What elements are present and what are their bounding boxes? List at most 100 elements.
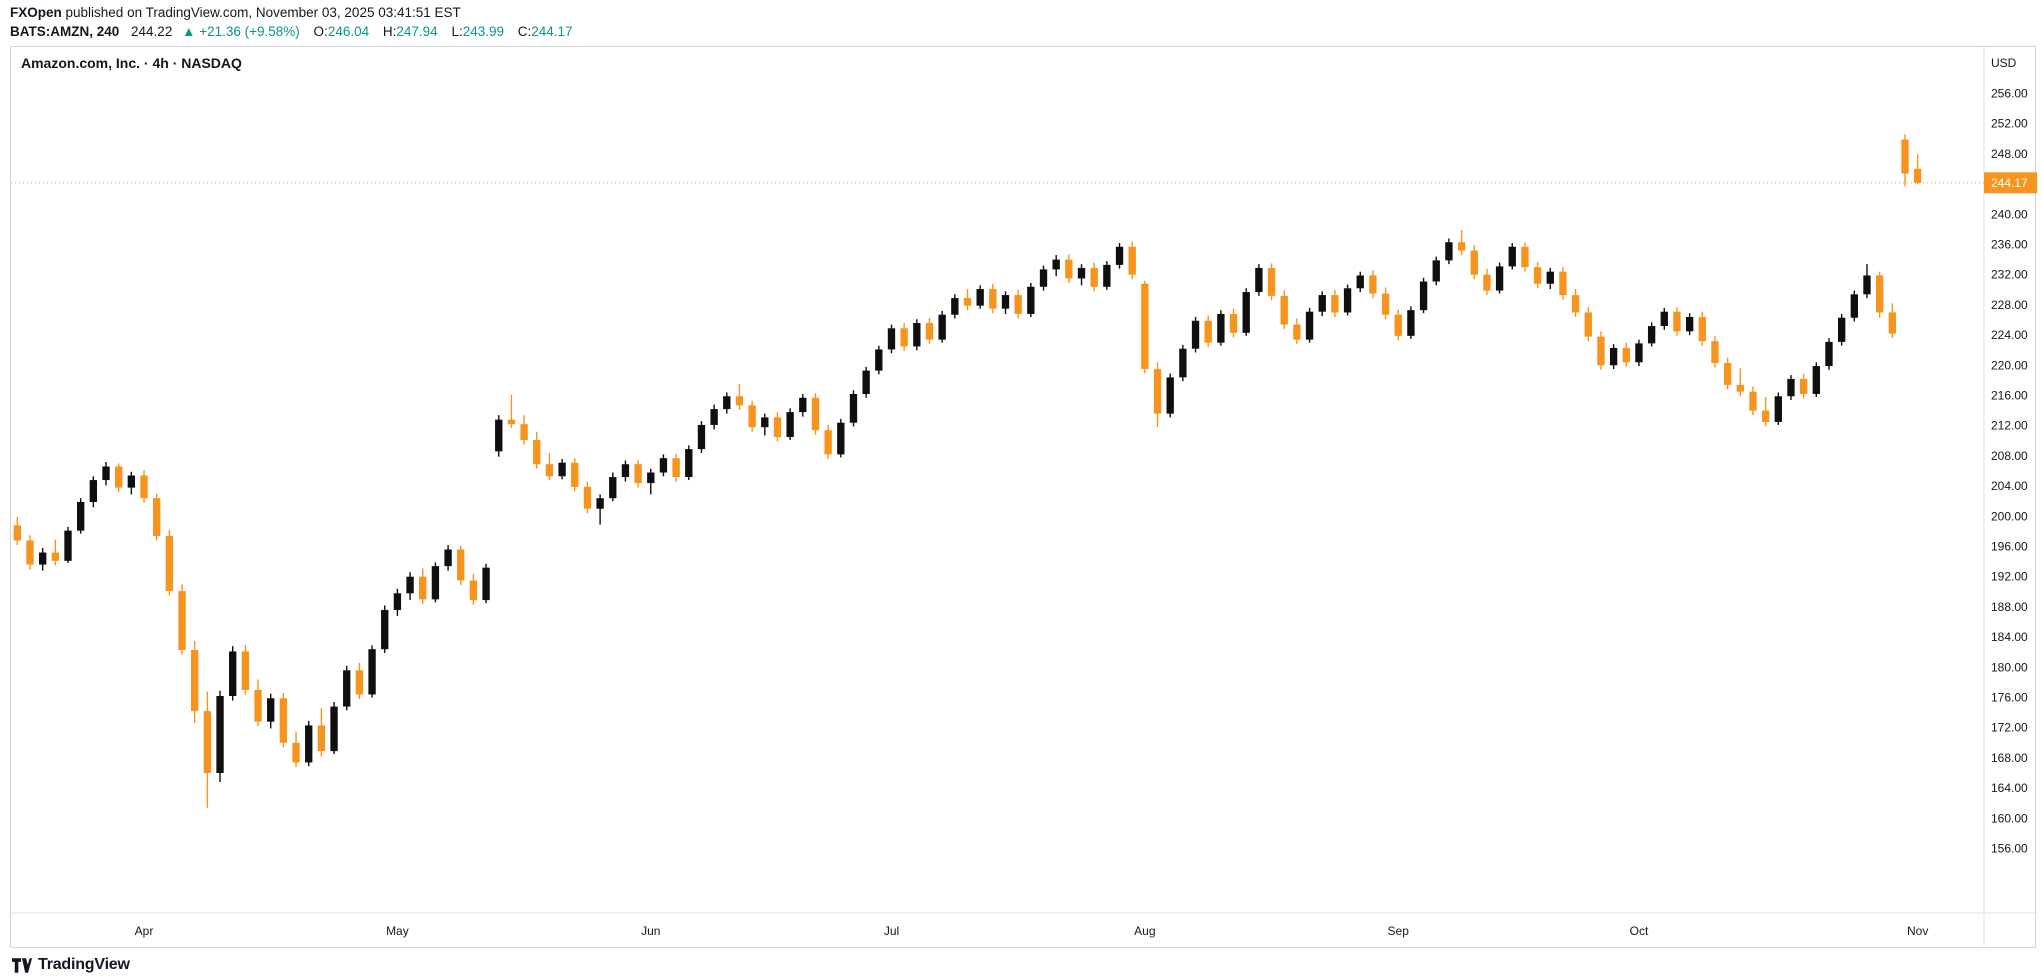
- candle-body: [1521, 246, 1529, 268]
- candle-body: [1280, 295, 1288, 325]
- candle-body: [1369, 275, 1377, 294]
- candle-body: [1533, 267, 1542, 284]
- tradingview-logo-icon: [12, 957, 32, 973]
- candle-body: [723, 396, 731, 410]
- candle-body: [343, 670, 351, 707]
- candle-body: [773, 417, 782, 438]
- candle-body: [267, 698, 275, 722]
- candle-body: [533, 440, 541, 465]
- candle-body: [1077, 267, 1086, 279]
- candle-body: [1622, 347, 1630, 363]
- candle-body: [1761, 410, 1770, 422]
- currency-label: USD: [1991, 56, 2017, 70]
- ohlc-open: O:246.04: [314, 24, 370, 39]
- price-label: 208.00: [1991, 449, 2028, 463]
- price-label: 184.00: [1991, 630, 2028, 644]
- candle-body: [1027, 286, 1035, 314]
- candle-body: [1609, 347, 1618, 366]
- candle-body: [1356, 275, 1364, 289]
- candle-body: [1711, 341, 1719, 364]
- ohlc-high: H:247.94: [383, 24, 438, 39]
- candle-body: [115, 466, 123, 488]
- price-label: 164.00: [1991, 781, 2028, 795]
- candle-body: [558, 462, 566, 477]
- candle-body: [102, 466, 110, 481]
- tradingview-logo-text: TradingView: [38, 956, 130, 973]
- candle-body: [1825, 341, 1833, 367]
- candle-body: [1571, 295, 1580, 313]
- candle-body: [469, 580, 478, 601]
- price-label: 248.00: [1991, 147, 2028, 161]
- candle-body: [1432, 260, 1440, 282]
- time-label: Aug: [1134, 924, 1155, 938]
- candle-body: [1685, 316, 1694, 332]
- candle-body: [609, 477, 617, 499]
- last-price-value: 244.22: [131, 24, 173, 39]
- candle-body: [1305, 311, 1314, 340]
- candle-body: [1875, 275, 1884, 313]
- time-axis[interactable]: Apr May Jun Jul Aug Sep Oct Nov: [135, 924, 1929, 938]
- low-value: 243.99: [462, 24, 504, 39]
- ohlc-low: L:243.99: [451, 24, 504, 39]
- candle-body: [1128, 246, 1136, 275]
- publisher-name: FXOpen: [10, 5, 62, 20]
- candle-body: [1774, 396, 1782, 422]
- price-label: 176.00: [1991, 691, 2028, 705]
- candle-body: [786, 412, 794, 438]
- candle-body: [191, 649, 199, 712]
- price-label: 188.00: [1991, 600, 2028, 614]
- candle-body: [735, 396, 744, 406]
- publish-line: FXOpen published on TradingView.com, Nov…: [10, 5, 461, 20]
- candle-body: [837, 422, 845, 455]
- candle-body: [1749, 391, 1757, 411]
- symbol-line: BATS:AMZN, 240 244.22 ▲ +21.36 (+9.58%) …: [10, 24, 573, 39]
- candle-body: [1343, 288, 1352, 313]
- candle-body: [1799, 378, 1808, 394]
- candle-body: [1419, 281, 1428, 311]
- candle-body: [1001, 295, 1010, 309]
- candle-body: [1457, 242, 1466, 251]
- candle-body: [887, 328, 896, 350]
- candle-body: [1191, 320, 1200, 349]
- candle-body: [482, 567, 490, 601]
- symbol-name: BATS:AMZN, 240: [10, 24, 120, 39]
- tradingview-logo[interactable]: TradingView: [12, 956, 130, 974]
- candle-body: [1787, 378, 1795, 397]
- candle-body: [520, 424, 528, 441]
- time-label: Sep: [1388, 924, 1410, 938]
- candle-body: [1229, 313, 1238, 333]
- high-label: H:: [382, 24, 397, 39]
- candle-body: [647, 472, 655, 484]
- candle-body: [140, 475, 148, 499]
- price-label: 200.00: [1991, 509, 2028, 523]
- candle-body: [1103, 264, 1111, 287]
- candle-body: [1863, 275, 1871, 295]
- candle-body: [457, 549, 465, 581]
- candle-body: [419, 576, 427, 600]
- price-label: 256.00: [1991, 87, 2028, 101]
- candle-body: [1331, 295, 1339, 313]
- time-label: Jun: [641, 924, 660, 938]
- price-label: 160.00: [1991, 811, 2028, 825]
- candle-body: [1812, 366, 1820, 394]
- price-label: 180.00: [1991, 660, 2028, 674]
- candle-body: [1381, 293, 1390, 315]
- candle-body: [799, 397, 807, 413]
- price-axis[interactable]: USD256.00252.00248.00244.00240.00236.002…: [1991, 56, 2028, 856]
- candle-body: [1483, 274, 1491, 291]
- price-label: 252.00: [1991, 117, 2028, 131]
- candle-body: [571, 462, 579, 487]
- candle-body: [1141, 283, 1149, 370]
- price-label: 196.00: [1991, 540, 2028, 554]
- time-label: May: [386, 924, 409, 938]
- candle-body: [1153, 369, 1162, 414]
- candle-body: [292, 742, 300, 763]
- time-label: Nov: [1907, 924, 1928, 938]
- candle-body: [862, 370, 870, 394]
- candle-body: [1546, 271, 1554, 284]
- candle-body: [64, 530, 72, 561]
- price-label: 212.00: [1991, 419, 2028, 433]
- candle-body: [1039, 269, 1048, 287]
- candlestick-chart-canvas[interactable]: USD256.00252.00248.00244.00240.00236.002…: [11, 47, 2037, 949]
